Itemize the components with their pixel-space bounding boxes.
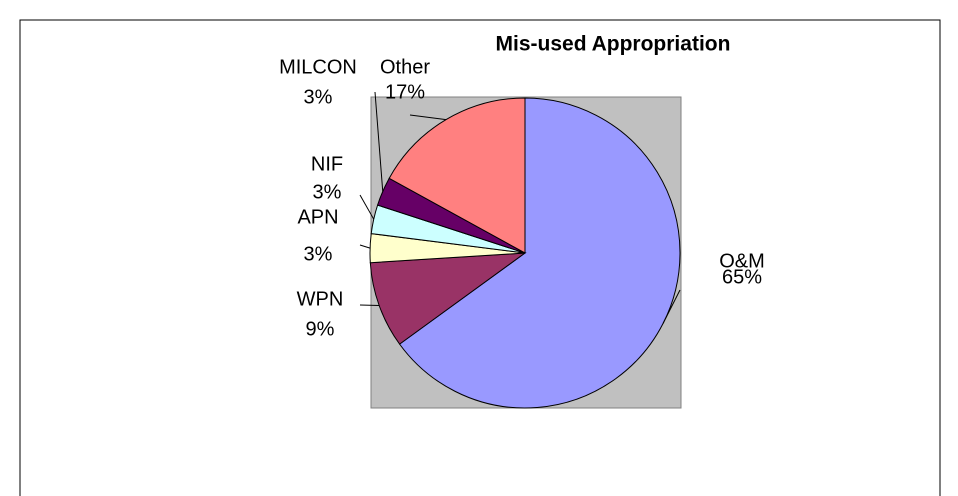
- data-label-name: WPN: [297, 288, 344, 310]
- data-label-value: 3%: [313, 181, 342, 203]
- leader-line: [374, 91, 384, 192]
- leader-line: [359, 194, 375, 220]
- data-label-value: 3%: [304, 243, 333, 265]
- pie-slice: [398, 97, 681, 409]
- leader-line: [359, 244, 371, 249]
- leader-line: [409, 114, 447, 121]
- chart-title: Mis-used Appropriation: [496, 33, 731, 56]
- data-label-value: 3%: [304, 86, 333, 108]
- data-label-value: 65%: [722, 266, 762, 288]
- data-label-name: MILCON: [279, 56, 357, 78]
- leader-line: [359, 304, 380, 307]
- data-label-name: APN: [297, 206, 338, 228]
- data-label-value: 17%: [385, 81, 425, 103]
- data-label-name: O&M: [719, 250, 765, 272]
- data-label-name: Other: [380, 56, 430, 78]
- leader-line: [662, 289, 681, 324]
- data-label-name: NIF: [311, 153, 343, 175]
- data-label-value: 9%: [306, 318, 335, 340]
- pie-slice: [369, 252, 527, 345]
